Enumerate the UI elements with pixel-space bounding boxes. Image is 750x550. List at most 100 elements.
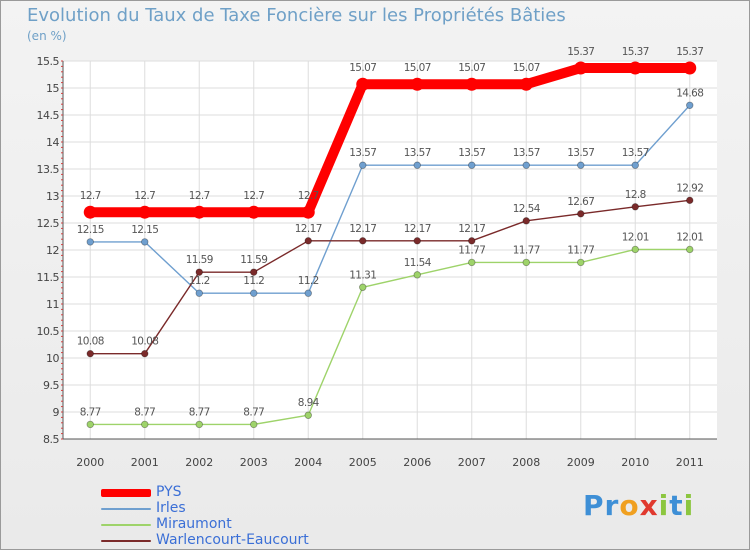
data-label-irles: 13.57 bbox=[567, 147, 594, 159]
data-point-miraumont bbox=[577, 258, 585, 267]
data-label-pys: 12.7 bbox=[243, 190, 264, 202]
data-point-irles bbox=[359, 161, 367, 169]
data-label-pys: 15.07 bbox=[513, 62, 540, 74]
data-point-miraumont bbox=[359, 283, 367, 291]
legend-item-warlencourt-eaucourt[interactable]: Warlencourt-Eaucourt bbox=[101, 532, 401, 549]
legend-item-miraumont[interactable]: Miraumont bbox=[101, 516, 401, 533]
legend-label-irles: Irles bbox=[156, 500, 186, 516]
data-point-miraumont bbox=[250, 420, 258, 429]
logo-letter: o bbox=[619, 489, 640, 522]
data-label-pys: 12.7 bbox=[80, 190, 101, 202]
y-tick-label: 10 bbox=[46, 352, 59, 365]
data-label-irles: 13.57 bbox=[513, 147, 540, 159]
legend-label-pys: PYS bbox=[156, 484, 182, 500]
data-point-miraumont bbox=[304, 411, 312, 419]
y-tick-label: 12.5 bbox=[37, 217, 60, 230]
data-point-pys bbox=[574, 61, 588, 75]
data-point-irles bbox=[250, 289, 258, 297]
data-point-pys bbox=[83, 205, 97, 219]
data-point-irles bbox=[577, 161, 585, 169]
data-point-warlencourt-eaucourt bbox=[195, 268, 203, 276]
data-label-miraumont: 12.01 bbox=[676, 231, 703, 243]
y-tick-label: 14.5 bbox=[37, 109, 60, 122]
y-tick-label: 10.5 bbox=[37, 325, 60, 338]
data-point-irles bbox=[631, 161, 639, 169]
data-label-warlencourt-eaucourt: 11.59 bbox=[186, 254, 213, 266]
x-tick-label: 2002 bbox=[185, 456, 213, 469]
data-label-miraumont: 8.77 bbox=[80, 406, 101, 418]
data-label-irles: 11.2 bbox=[189, 275, 210, 287]
data-point-irles bbox=[195, 289, 203, 297]
data-point-miraumont bbox=[413, 271, 421, 279]
x-tick-label: 2010 bbox=[621, 456, 649, 469]
data-point-warlencourt-eaucourt bbox=[413, 237, 421, 245]
data-point-irles bbox=[304, 289, 312, 297]
data-point-pys bbox=[628, 61, 642, 75]
data-label-warlencourt-eaucourt: 11.59 bbox=[240, 254, 267, 266]
data-label-pys: 15.07 bbox=[349, 62, 376, 74]
series-line-pys bbox=[85, 63, 695, 218]
y-axis-unit-label: (en %) bbox=[27, 29, 67, 43]
data-point-pys bbox=[683, 61, 697, 75]
legend-swatch-irles bbox=[101, 508, 151, 510]
y-tick-label: 11.5 bbox=[37, 271, 60, 284]
data-point-warlencourt-eaucourt bbox=[359, 237, 367, 245]
legend: PYS Irles Miraumont Warlencourt-Eaucourt bbox=[101, 484, 401, 549]
data-label-pys: 12.7 bbox=[298, 190, 319, 202]
data-label-irles: 13.57 bbox=[458, 147, 485, 159]
data-label-warlencourt-eaucourt: 12.92 bbox=[676, 182, 703, 194]
data-label-irles: 13.57 bbox=[404, 147, 431, 159]
data-label-irles: 11.2 bbox=[243, 275, 264, 287]
data-label-irles: 13.57 bbox=[349, 147, 376, 159]
x-tick-label: 2008 bbox=[512, 456, 540, 469]
x-tick-label: 2009 bbox=[567, 456, 595, 469]
data-label-irles: 13.57 bbox=[622, 147, 649, 159]
data-label-irles: 14.68 bbox=[676, 87, 703, 99]
x-tick-label: 2007 bbox=[458, 456, 486, 469]
data-point-irles bbox=[468, 161, 476, 169]
data-label-pys: 15.37 bbox=[622, 46, 649, 58]
data-label-warlencourt-eaucourt: 12.17 bbox=[349, 223, 376, 235]
data-label-pys: 12.7 bbox=[189, 190, 210, 202]
data-point-miraumont bbox=[86, 420, 94, 429]
data-label-warlencourt-eaucourt: 12.17 bbox=[404, 223, 431, 235]
logo-letter: i bbox=[658, 489, 670, 522]
data-point-pys bbox=[247, 205, 261, 219]
data-label-pys: 15.37 bbox=[567, 46, 594, 58]
data-point-pys bbox=[301, 205, 315, 219]
legend-item-pys[interactable]: PYS bbox=[101, 484, 401, 501]
chart-title: Evolution du Taux de Taxe Foncière sur l… bbox=[27, 5, 566, 26]
y-tick-label: 13.5 bbox=[37, 163, 60, 176]
data-label-miraumont: 8.94 bbox=[298, 397, 320, 409]
data-label-warlencourt-eaucourt: 12.54 bbox=[513, 203, 541, 215]
x-tick-label: 2001 bbox=[131, 456, 159, 469]
data-point-irles bbox=[522, 161, 530, 169]
data-label-pys: 12.7 bbox=[134, 190, 155, 202]
data-point-warlencourt-eaucourt bbox=[686, 196, 694, 205]
data-label-warlencourt-eaucourt: 10.08 bbox=[77, 336, 104, 348]
data-point-miraumont bbox=[195, 420, 203, 429]
data-label-pys: 15.37 bbox=[676, 46, 703, 58]
data-point-pys bbox=[138, 205, 152, 219]
data-label-warlencourt-eaucourt: 12.17 bbox=[458, 223, 485, 235]
legend-item-irles[interactable]: Irles bbox=[101, 500, 401, 517]
data-label-miraumont: 8.77 bbox=[189, 406, 210, 418]
data-point-irles bbox=[86, 238, 94, 246]
x-tick-label: 2000 bbox=[76, 456, 104, 469]
data-label-miraumont: 8.77 bbox=[243, 406, 264, 418]
logo-letter: t bbox=[669, 489, 684, 522]
y-tick-label: 11 bbox=[46, 298, 59, 311]
data-point-warlencourt-eaucourt bbox=[304, 237, 312, 245]
data-point-warlencourt-eaucourt bbox=[631, 203, 639, 211]
y-tick-label: 13 bbox=[46, 190, 59, 203]
data-point-irles bbox=[141, 238, 149, 246]
y-tick-label: 12 bbox=[46, 244, 59, 257]
data-label-warlencourt-eaucourt: 12.17 bbox=[295, 223, 322, 235]
data-label-miraumont: 12.01 bbox=[622, 231, 649, 243]
data-point-miraumont bbox=[631, 245, 639, 254]
data-point-pys bbox=[410, 77, 424, 91]
data-label-irles: 12.15 bbox=[77, 224, 104, 236]
data-point-pys bbox=[192, 205, 206, 219]
data-label-miraumont: 8.77 bbox=[134, 406, 155, 418]
